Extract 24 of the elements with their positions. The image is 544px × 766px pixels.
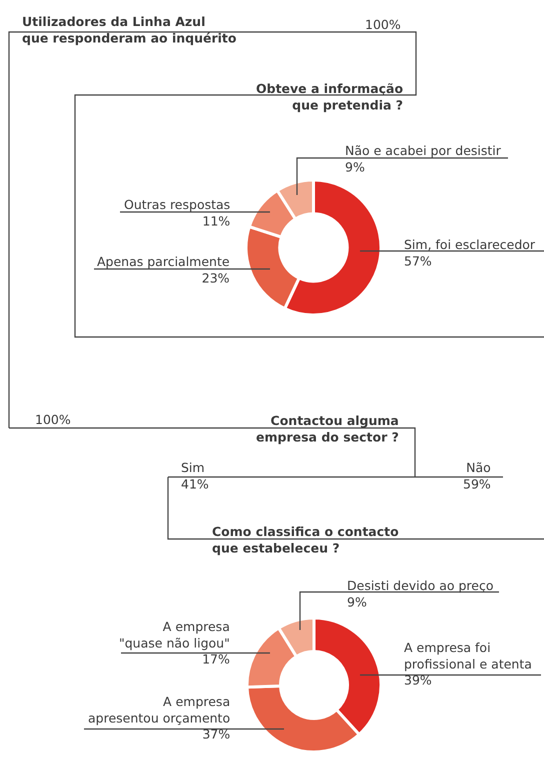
text: 100% [365, 17, 401, 32]
chart-title: Como classifica o contacto que estabeleceu ? [212, 524, 400, 556]
data-label: 9% [345, 159, 365, 174]
text: Sim 41% [181, 460, 209, 492]
data-label: 11% [202, 213, 230, 228]
data-label: 17% [202, 652, 230, 666]
text: Utilizadores da Linha Azul que responderam ao inquérito [22, 14, 237, 46]
slice-label: A empresa apresentou orçamento [88, 694, 230, 726]
data-label: 9% [347, 594, 367, 610]
slice-label: Não e acabei por desistir [345, 143, 502, 158]
chart-title: Obteve a informação que pretendia ? [256, 81, 404, 112]
slice-label: A empresa "quase não ligou" [119, 619, 230, 650]
text: 100% [35, 412, 71, 427]
data-label: 39% [404, 672, 432, 688]
slice-label: Outras respostas [124, 197, 230, 212]
text: Não 59% [463, 460, 491, 492]
slice-label: Desisti devido ao preço [347, 578, 494, 593]
data-label: 23% [202, 270, 230, 286]
text: Contactou alguma empresa do sector ? [256, 413, 399, 444]
slice-label: A empresa foi profissional e atenta [404, 640, 532, 672]
slice-label: Apenas parcialmente [97, 254, 230, 269]
data-label: 37% [202, 726, 230, 742]
data-label: 57% [404, 253, 432, 268]
slice-label: Sim, foi esclarecedor [404, 237, 536, 252]
